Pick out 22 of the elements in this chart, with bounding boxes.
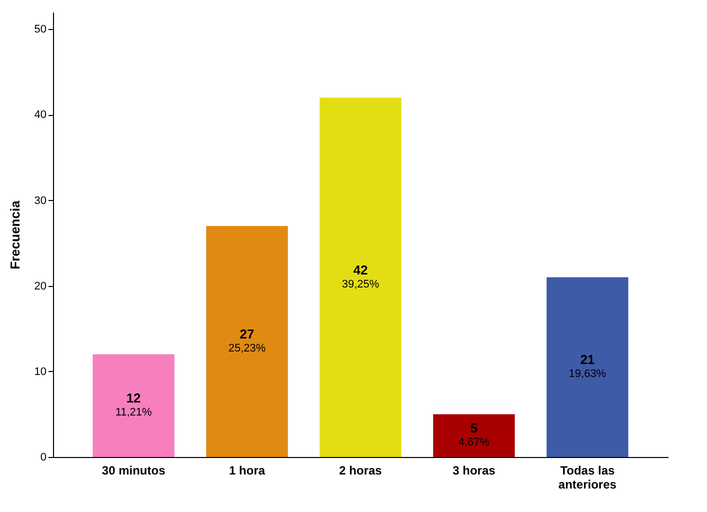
y-tick-label: 20 [34, 280, 46, 292]
y-tick-label: 0 [40, 452, 46, 464]
y-tick-label: 50 [34, 24, 46, 36]
bar [546, 277, 628, 457]
x-tick-label: 3 horas [452, 464, 496, 478]
bar [206, 226, 288, 457]
bar [92, 354, 174, 457]
x-tick-label: 30 minutos [102, 464, 166, 478]
text: 27 25,23% [228, 326, 266, 354]
text: 42 39,25% [342, 262, 380, 290]
x-tick-label: 1 hora [229, 464, 266, 478]
x-tick-label: Todas las anteriores [558, 464, 617, 492]
y-axis-title: Frecuencia [7, 200, 22, 270]
y-tick-label: 40 [34, 109, 46, 122]
text: 5 4,67% [458, 420, 490, 449]
bar [433, 414, 515, 457]
bar [320, 98, 402, 457]
text: 12 11,21% [115, 390, 152, 419]
y-tick-label: 30 [34, 194, 46, 207]
x-tick-label: 2 horas [339, 464, 382, 478]
y-tick-label: 10 [34, 366, 46, 378]
text: 21 19,63% [568, 352, 606, 380]
